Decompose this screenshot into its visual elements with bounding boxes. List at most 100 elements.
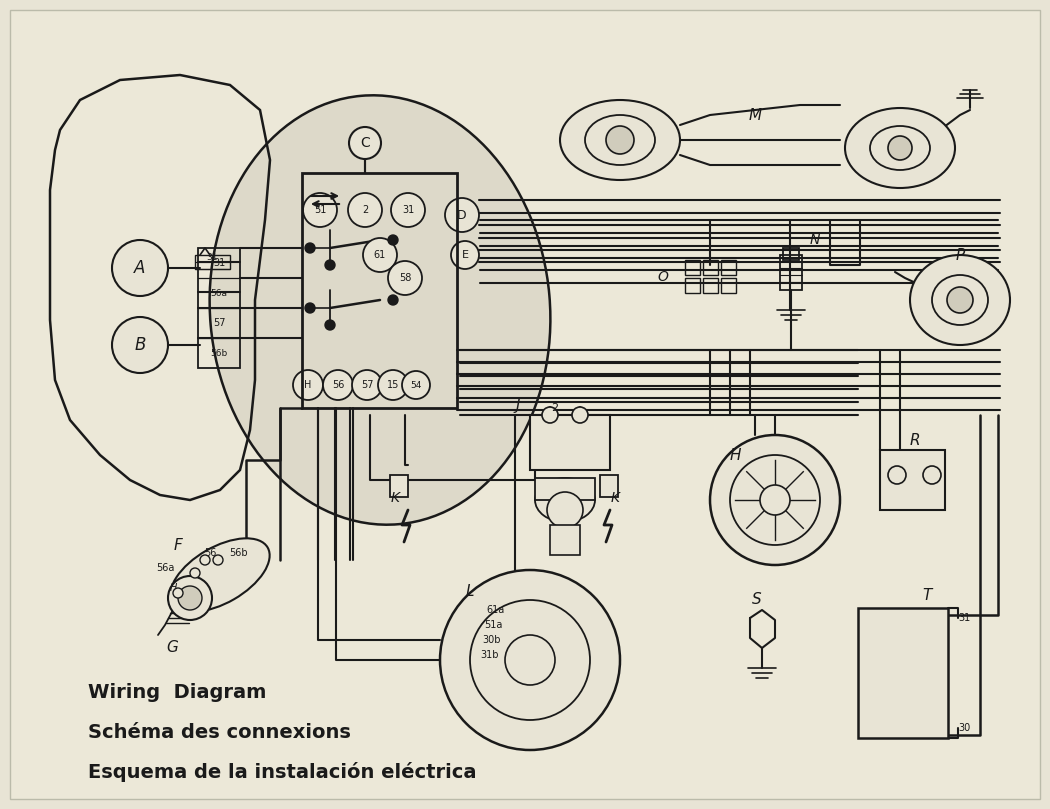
Text: M: M (749, 108, 761, 122)
Circle shape (349, 127, 381, 159)
Text: 56: 56 (332, 380, 344, 390)
Circle shape (112, 317, 168, 373)
Text: G: G (166, 641, 177, 655)
Text: 54: 54 (411, 380, 422, 389)
Text: 57: 57 (361, 380, 373, 390)
Text: 56: 56 (204, 548, 216, 558)
Ellipse shape (440, 570, 620, 750)
Circle shape (606, 126, 634, 154)
Circle shape (348, 193, 382, 227)
Ellipse shape (170, 538, 270, 612)
Text: 56a: 56a (210, 289, 228, 298)
FancyBboxPatch shape (530, 415, 610, 470)
Text: Esquema de la instalación eléctrica: Esquema de la instalación eléctrica (88, 762, 477, 782)
Circle shape (200, 555, 210, 565)
FancyBboxPatch shape (858, 608, 948, 738)
Ellipse shape (547, 492, 583, 528)
Text: D: D (457, 209, 467, 222)
Text: 51a: 51a (485, 620, 503, 630)
Circle shape (112, 240, 168, 296)
Text: J: J (516, 397, 520, 413)
Text: 2: 2 (551, 403, 559, 413)
Text: K: K (391, 491, 400, 505)
Text: 56b: 56b (229, 548, 248, 558)
Ellipse shape (560, 100, 680, 180)
Circle shape (760, 485, 790, 515)
Circle shape (378, 370, 408, 400)
Circle shape (923, 466, 941, 484)
Text: 31: 31 (958, 613, 970, 623)
Circle shape (293, 370, 323, 400)
Ellipse shape (536, 478, 595, 522)
Ellipse shape (710, 435, 840, 565)
Text: P: P (956, 248, 965, 262)
Circle shape (388, 261, 422, 295)
Circle shape (168, 576, 212, 620)
Circle shape (363, 238, 397, 272)
Circle shape (352, 370, 382, 400)
Text: 31: 31 (213, 258, 225, 268)
FancyBboxPatch shape (880, 450, 945, 510)
Circle shape (888, 466, 906, 484)
Circle shape (190, 568, 200, 578)
Text: T: T (922, 588, 931, 604)
Text: 51: 51 (314, 205, 327, 215)
Text: C: C (360, 136, 370, 150)
Ellipse shape (845, 108, 956, 188)
Text: B: B (134, 336, 146, 354)
Text: Schéma des connexions: Schéma des connexions (88, 722, 351, 742)
Circle shape (542, 407, 558, 423)
Circle shape (572, 407, 588, 423)
Circle shape (388, 295, 398, 305)
Text: 57: 57 (213, 318, 226, 328)
Ellipse shape (210, 95, 550, 525)
Ellipse shape (870, 126, 930, 170)
Ellipse shape (470, 600, 590, 720)
Circle shape (888, 136, 912, 160)
Circle shape (304, 243, 315, 253)
Ellipse shape (585, 115, 655, 165)
FancyBboxPatch shape (600, 475, 618, 497)
Circle shape (445, 198, 479, 232)
Text: 15: 15 (386, 380, 399, 390)
Circle shape (326, 260, 335, 270)
FancyBboxPatch shape (390, 475, 408, 497)
Circle shape (388, 235, 398, 245)
Ellipse shape (505, 635, 555, 685)
Circle shape (303, 193, 337, 227)
Text: H: H (730, 447, 740, 463)
Text: Wiring  Diagram: Wiring Diagram (88, 683, 267, 701)
Text: 30: 30 (958, 723, 970, 733)
Text: 61a: 61a (487, 605, 505, 615)
Circle shape (213, 555, 223, 565)
Text: A: A (134, 259, 146, 277)
Circle shape (323, 370, 353, 400)
FancyBboxPatch shape (536, 478, 595, 500)
Text: 31b: 31b (481, 650, 499, 660)
Text: F: F (173, 537, 183, 553)
Text: 56b: 56b (210, 349, 228, 358)
Circle shape (326, 320, 335, 330)
Text: R: R (909, 433, 920, 447)
Ellipse shape (910, 255, 1010, 345)
Circle shape (178, 586, 202, 610)
Text: O: O (657, 270, 668, 284)
FancyBboxPatch shape (550, 525, 580, 555)
Text: H: H (169, 583, 176, 593)
Text: 31: 31 (206, 253, 217, 262)
Text: 2: 2 (362, 205, 369, 215)
Text: 31: 31 (402, 205, 414, 215)
Text: 30b: 30b (483, 635, 501, 645)
Text: S: S (752, 592, 762, 608)
Circle shape (452, 241, 479, 269)
Ellipse shape (932, 275, 988, 325)
Text: E: E (462, 250, 468, 260)
Circle shape (402, 371, 430, 399)
Ellipse shape (730, 455, 820, 545)
Text: 61: 61 (374, 250, 386, 260)
Text: H: H (304, 380, 312, 390)
Text: 56a: 56a (155, 563, 174, 573)
FancyBboxPatch shape (10, 10, 1040, 799)
Circle shape (391, 193, 425, 227)
Text: N: N (810, 233, 820, 247)
